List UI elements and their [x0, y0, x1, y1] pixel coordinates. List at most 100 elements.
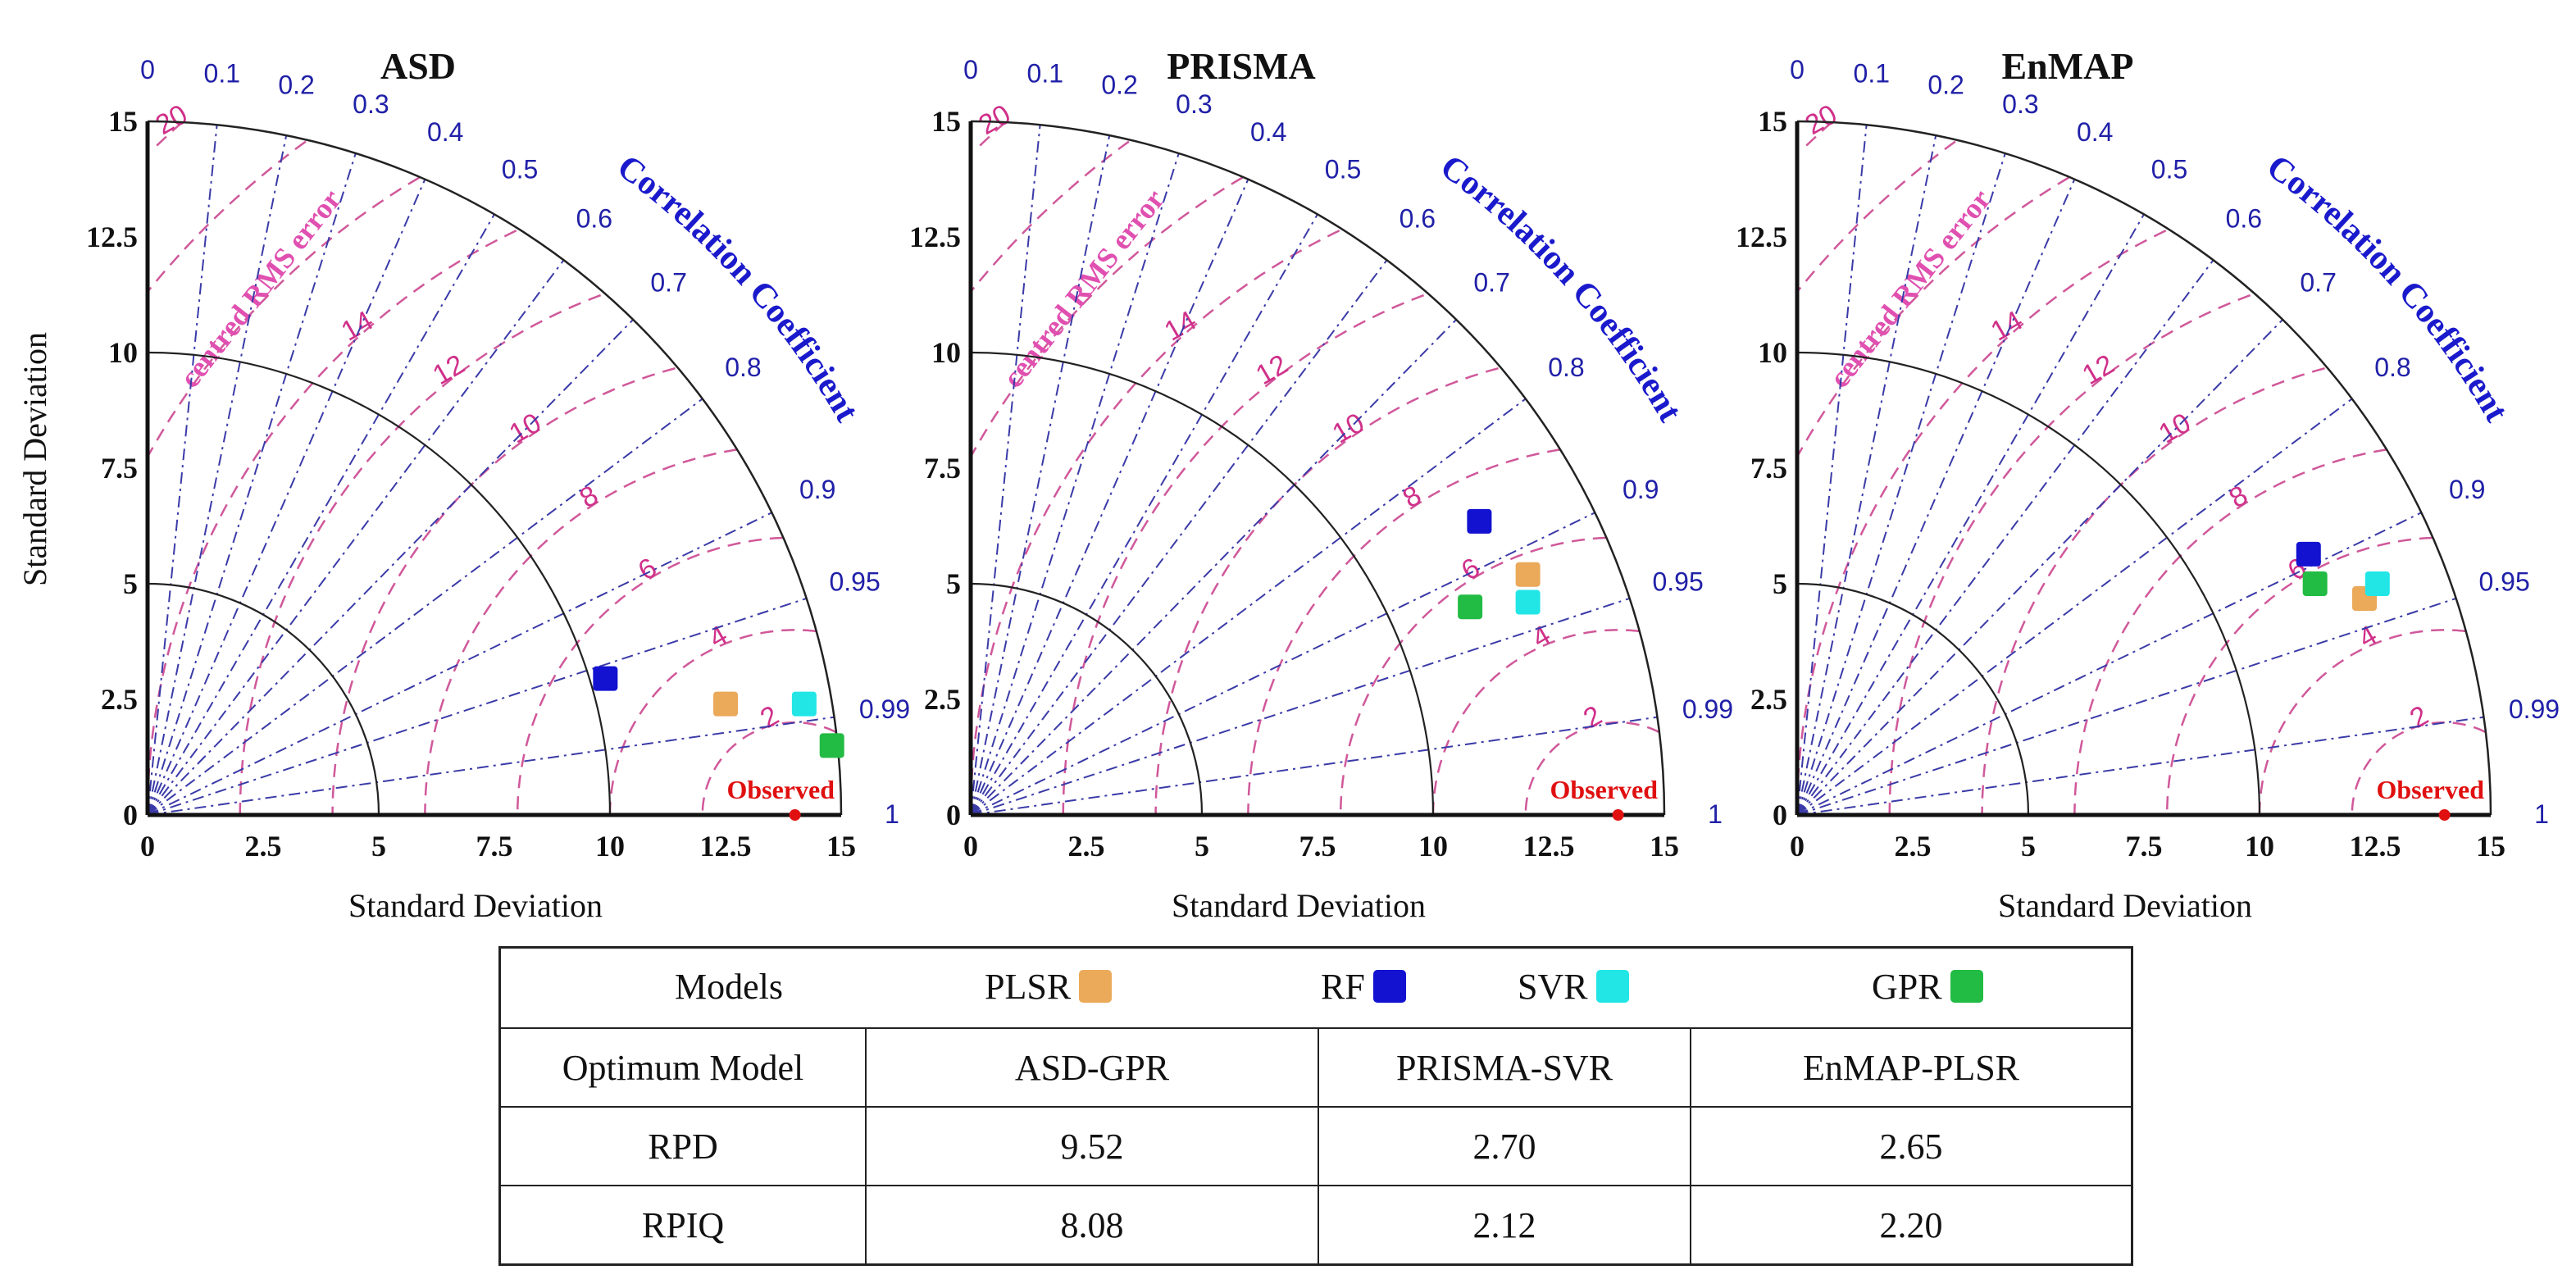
y-tick-label: 12.5 [909, 221, 961, 253]
y-tick-label: 5 [946, 567, 961, 600]
y-tick-label: 2.5 [1750, 683, 1787, 716]
correlation-line [147, 259, 565, 816]
correlation-line [147, 213, 495, 816]
std-dev-arc [970, 351, 1435, 816]
table-cell: PRISMA-SVR [1318, 1029, 1690, 1106]
x-axis-label: Standard Deviation [1998, 887, 2252, 924]
x-tick-label: 7.5 [476, 830, 513, 863]
y-tick-label: 10 [1758, 336, 1787, 369]
legend-label: SVR [1518, 966, 1588, 1007]
x-tick-label: 15 [1650, 830, 1679, 863]
rms-contour [975, 121, 1007, 151]
table-cell: 8.08 [865, 1186, 1318, 1263]
table-cell: ASD-GPR [865, 1029, 1318, 1106]
correlation-tick-label: 0.6 [1400, 204, 1436, 234]
correlation-tick-label: 0.5 [2151, 155, 2187, 184]
correlation-axis-label: Correlation Coefficient [1433, 148, 1689, 428]
correlation-tick-label: 0.7 [650, 268, 686, 298]
correlation-tick-label: 0.1 [1854, 59, 1890, 89]
legend-label: RF [1321, 966, 1365, 1007]
correlation-tick-label: 1 [1708, 799, 1723, 829]
correlation-line [1796, 259, 2214, 816]
table-cell: 2.70 [1318, 1108, 1690, 1185]
correlation-tick-label: 1 [2534, 799, 2549, 829]
rms-contour [239, 294, 602, 815]
table-cell: 2.20 [1690, 1186, 2131, 1263]
rms-contour [1431, 629, 1640, 815]
rms-contour [152, 121, 184, 151]
rms-tick-label: 20 [150, 98, 193, 141]
point-rf [2296, 541, 2321, 567]
rms-contour [1154, 366, 1499, 815]
correlation-tick-label: 0.3 [2002, 89, 2038, 119]
correlation-tick-label: 0.3 [1176, 89, 1212, 119]
observed-label: Observed [1550, 775, 1658, 804]
y-tick-label: 2.5 [101, 683, 138, 716]
correlation-tick-label: 0.9 [1623, 475, 1659, 504]
correlation-tick-label: 0.6 [576, 204, 612, 234]
x-tick-label: 7.5 [1299, 830, 1336, 863]
legend-swatch [1079, 970, 1113, 1003]
table-cell: 9.52 [865, 1108, 1318, 1185]
x-axis-label: Standard Deviation [348, 887, 603, 924]
y-tick-label: 2.5 [924, 683, 961, 716]
table-cell: 2.65 [1690, 1108, 2131, 1185]
rms-tick-label: 6 [1456, 552, 1485, 586]
std-dev-arc [1796, 582, 2030, 816]
rms-tick-label: 2 [755, 699, 784, 734]
chart-title: ASD [380, 45, 456, 87]
correlation-tick-label: 0.2 [1101, 70, 1137, 99]
rms-tick-label: 20 [1800, 98, 1842, 141]
table-row: RPIQ 8.08 2.12 2.20 [501, 1185, 2131, 1263]
correlation-axis-label-text: Correlation Coefficient [610, 148, 866, 428]
x-tick-label: 7.5 [2126, 830, 2163, 863]
correlation-line [147, 125, 218, 816]
std-dev-arc [147, 582, 380, 816]
rms-tick-label: 2 [1578, 699, 1607, 734]
x-tick-label: 12.5 [2350, 830, 2401, 863]
rms-contour [424, 448, 738, 815]
correlation-line [147, 319, 634, 816]
correlation-line [147, 134, 288, 816]
correlation-line [1796, 597, 2457, 816]
rms-tick-label: 10 [504, 407, 547, 450]
observed-point [2438, 809, 2451, 821]
std-dev-arc [970, 120, 1666, 816]
correlation-tick-label: 0.8 [1548, 353, 1584, 382]
point-plsr [713, 691, 738, 717]
point-svr [1515, 589, 1541, 615]
rms-contour [147, 176, 421, 457]
table-row: Optimum Model ASD-GPR PRISMA-SVR EnMAP-P… [501, 1027, 2131, 1106]
correlation-tick-label: 0.8 [725, 353, 761, 382]
rms-contour [1888, 294, 2251, 815]
row-header: Optimum Model [562, 1047, 804, 1088]
correlation-line [1796, 716, 2484, 816]
correlation-line [1796, 213, 2145, 816]
correlation-tick-label: 0 [140, 55, 155, 84]
correlation-line [1796, 125, 1868, 816]
observed-point [789, 809, 801, 821]
x-tick-label: 5 [2021, 830, 2036, 863]
correlation-tick-label: 0.5 [1325, 155, 1361, 184]
correlation-axis-label-text: Correlation Coefficient [1433, 148, 1689, 428]
correlation-tick-label: 0.4 [1250, 117, 1286, 147]
rms-tick-label: 20 [973, 98, 1016, 141]
rms-tick-label: 10 [2154, 407, 2196, 450]
correlation-tick-label: 1 [885, 799, 899, 829]
rms-axis-label: centred RMS error [1823, 183, 1997, 394]
y-tick-label: 15 [108, 105, 138, 138]
correlation-tick-label: 0 [963, 55, 978, 84]
x-tick-label: 2.5 [1895, 830, 1932, 863]
rms-tick-label: 6 [633, 552, 662, 586]
rms-tick-label: 2 [2405, 699, 2433, 734]
x-tick-label: 0 [963, 830, 978, 863]
point-gpr [2302, 571, 2328, 596]
point-svr [2364, 571, 2390, 596]
rms-tick-label: 12 [2078, 348, 2120, 391]
observed-label: Observed [726, 775, 835, 804]
correlation-line [970, 152, 1180, 816]
table-cell: EnMAP-PLSR [1690, 1029, 2131, 1106]
correlation-line [970, 716, 1658, 816]
